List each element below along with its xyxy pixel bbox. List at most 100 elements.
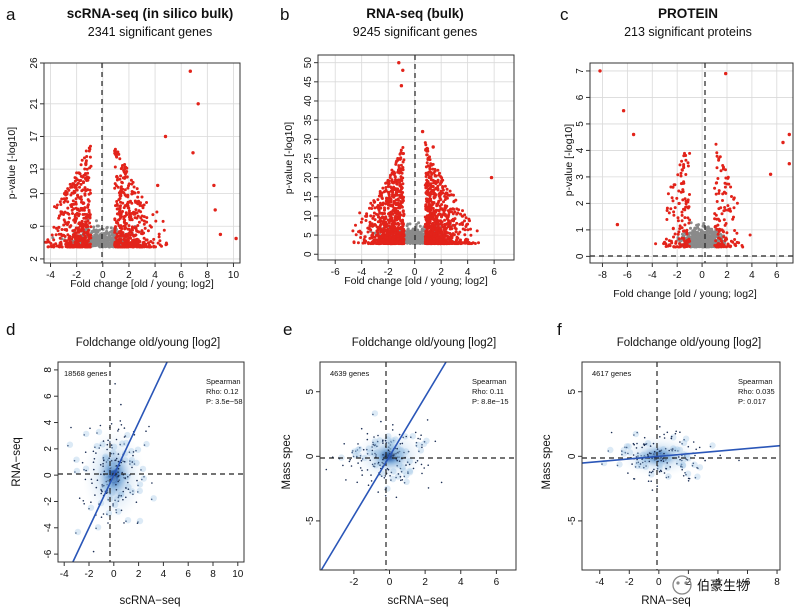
nonsignificant-point: [417, 221, 421, 225]
significant-point: [385, 233, 389, 237]
significant-point: [465, 223, 469, 227]
density-blob: [400, 467, 407, 474]
outlier-point: [397, 473, 400, 475]
nonsignificant-point: [406, 222, 410, 226]
significant-point: [73, 215, 77, 219]
outlier-point: [389, 475, 391, 477]
density-blob: [420, 440, 428, 447]
significant-point: [450, 210, 453, 214]
panel-c-frame: [589, 62, 794, 264]
significant-point: [431, 206, 435, 210]
significant-point: [399, 156, 403, 160]
outlier-point: [366, 469, 369, 471]
significant-point: [463, 219, 466, 223]
density-blob: [389, 440, 396, 448]
significant-point: [399, 225, 403, 229]
significant-point: [359, 232, 363, 235]
outlier-point: [366, 438, 369, 441]
significant-point: [722, 235, 726, 239]
y-tick-label: 4: [575, 147, 586, 153]
outlier-point: [118, 479, 121, 481]
significant-point: [429, 232, 433, 236]
significant-point: [400, 235, 404, 239]
significant-point: [678, 245, 682, 248]
nonsignificant-point: [696, 232, 699, 236]
outlier-point: [389, 444, 392, 446]
significant-point: [680, 236, 684, 240]
significant-point: [79, 195, 83, 199]
panel-a-subtitle: 2341 significant genes: [88, 25, 212, 39]
significant-point: [75, 171, 79, 175]
significant-point: [396, 170, 400, 174]
density-blob: [87, 504, 95, 511]
outlier-point: [392, 454, 394, 457]
significant-point: [57, 216, 61, 220]
significant-point: [678, 163, 682, 167]
nonsignificant-point: [701, 242, 705, 246]
outlier-point: [114, 499, 116, 502]
significant-point: [678, 224, 682, 228]
significant-point: [394, 201, 398, 205]
significant-point: [426, 215, 429, 219]
significant-point: [398, 241, 402, 245]
density-blob: [115, 508, 122, 515]
panel-letter-a: a: [6, 5, 16, 24]
significant-point: [84, 189, 88, 193]
significant-point: [396, 228, 399, 232]
significant-point: [131, 180, 135, 184]
density-blob: [94, 524, 102, 531]
outlier-point: [382, 458, 384, 461]
outlier-point: [398, 450, 401, 453]
density-blob: [394, 473, 402, 480]
outlier-point: [345, 479, 347, 481]
significant-point: [72, 207, 76, 211]
outlier-point: [401, 479, 404, 481]
significant-point: [68, 225, 72, 229]
significant-point: [136, 190, 140, 194]
density-blob: [118, 475, 125, 483]
significant-point: [58, 241, 62, 245]
outlier-point: [122, 498, 124, 501]
nonsignificant-point: [110, 242, 114, 246]
significant-point: [687, 244, 691, 248]
significant-point: [63, 210, 67, 214]
significant-point: [383, 206, 386, 210]
significant-point: [672, 183, 676, 187]
significant-point: [143, 242, 147, 246]
significant-point: [451, 232, 455, 236]
significant-point: [135, 187, 139, 191]
density-blob: [409, 433, 416, 440]
significant-point: [59, 203, 63, 206]
significant-point: [381, 238, 385, 242]
panel-a-title: scRNA-seq (in silico bulk): [67, 6, 234, 21]
panel-e-title: Foldchange old/young [log2]: [352, 337, 497, 349]
significant-point: [677, 201, 681, 205]
significant-point: [384, 188, 388, 192]
density-blob: [376, 459, 384, 466]
significant-point: [733, 229, 737, 232]
density-blob: [99, 441, 106, 448]
significant-point: [431, 202, 435, 206]
significant-point: [439, 207, 443, 211]
significant-point: [440, 230, 444, 234]
outlier-point: [117, 460, 120, 463]
significant-point: [388, 204, 392, 208]
significant-point: [157, 232, 161, 236]
significant-point: [88, 221, 92, 225]
significant-point: [119, 194, 122, 198]
significant-point: [680, 210, 684, 214]
outlier-point: [367, 484, 370, 487]
significant-point: [445, 187, 449, 191]
outlier-point: [421, 472, 423, 475]
significant-point: [688, 239, 692, 243]
significant-point: [74, 219, 78, 223]
outlier-point: [131, 461, 134, 463]
panel-d-fit-line: [72, 361, 168, 563]
x-tick-label: -4: [357, 267, 366, 278]
x-tick-label: -2: [85, 569, 94, 580]
significant-point: [131, 233, 135, 237]
significant-point: [135, 216, 139, 220]
outlier-point: [348, 460, 351, 463]
x-tick-label: -2: [384, 267, 393, 278]
significant-point: [463, 228, 467, 232]
